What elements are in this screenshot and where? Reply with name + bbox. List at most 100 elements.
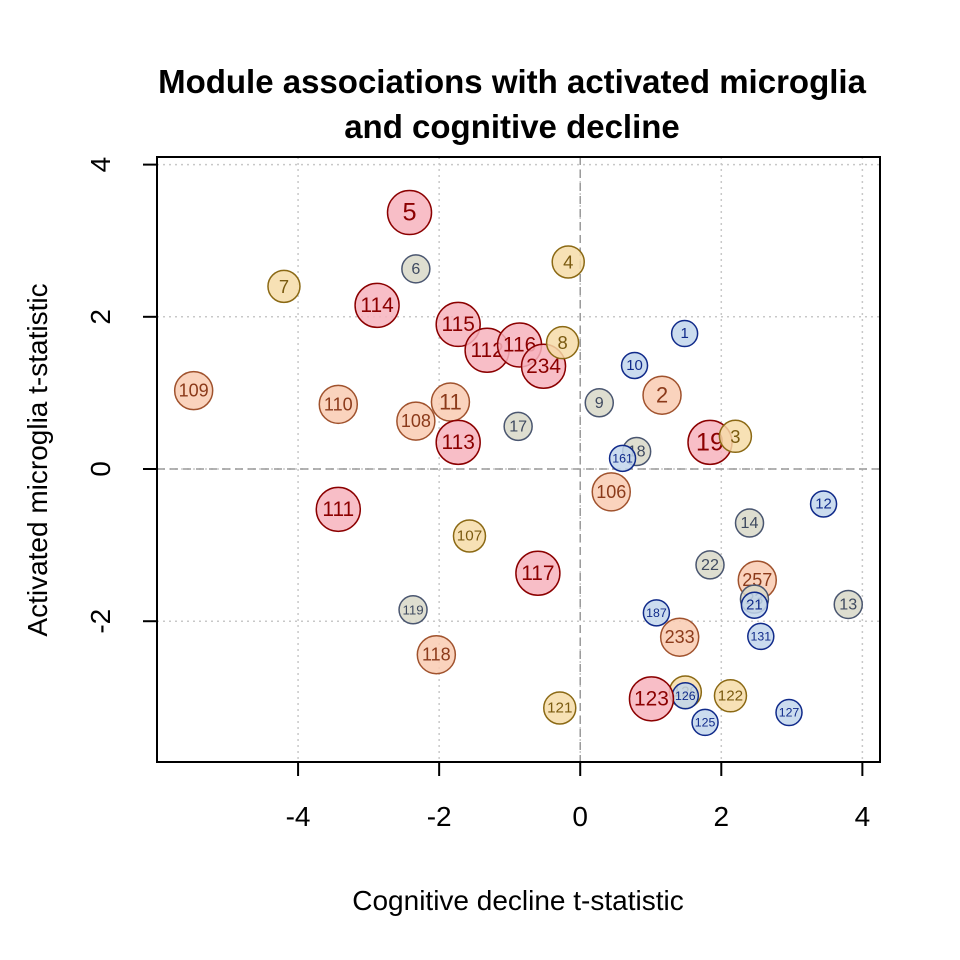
- point-label-7: 7: [279, 276, 289, 297]
- data-point-4: 4: [551, 245, 585, 279]
- point-label-3: 3: [730, 426, 740, 447]
- point-label-22: 22: [701, 556, 719, 574]
- point-label-121: 121: [547, 699, 572, 716]
- y-tick-label-1: 0: [85, 461, 116, 477]
- point-label-122: 122: [718, 687, 743, 704]
- point-label-17: 17: [509, 417, 527, 435]
- point-label-8: 8: [557, 332, 567, 353]
- point-marker-9: [584, 388, 615, 418]
- point-label-187: 187: [646, 606, 667, 620]
- point-marker-13: [833, 589, 864, 620]
- data-point-109: 109: [173, 370, 214, 411]
- point-label-5: 5: [402, 199, 416, 227]
- point-label-4: 4: [563, 252, 573, 273]
- point-marker-117: [515, 550, 561, 597]
- point-marker-4: [551, 245, 585, 279]
- data-point-5: 5: [386, 189, 433, 236]
- point-label-127: 127: [779, 706, 800, 720]
- data-point-117: 117: [515, 550, 561, 597]
- point-marker-109: [173, 370, 214, 411]
- point-marker-115: [435, 301, 481, 348]
- point-marker-123: [628, 676, 675, 722]
- y-tick-label-2: 2: [85, 309, 116, 325]
- point-label-13: 13: [839, 595, 857, 613]
- point-marker-7: [267, 269, 301, 304]
- point-marker-22: [695, 550, 725, 580]
- data-point-113: 113: [435, 419, 481, 466]
- data-point-14: 14: [734, 508, 765, 538]
- x-axis: -4 -2 0 2 4: [286, 761, 871, 832]
- data-point-126: 126: [671, 682, 700, 710]
- point-marker-114: [354, 282, 400, 329]
- point-marker-122: [713, 679, 748, 713]
- y-tick-label-0: -2: [85, 609, 116, 634]
- point-marker-2: [642, 375, 682, 415]
- data-point-119: 119: [398, 595, 428, 625]
- data-point-10: 10: [620, 351, 649, 380]
- point-label-114: 114: [360, 294, 393, 317]
- data-point-2: 2: [642, 375, 682, 415]
- data-point-12: 12: [809, 490, 838, 518]
- point-label-118: 118: [422, 645, 451, 665]
- data-point-131: 131: [747, 622, 775, 651]
- point-label-131: 131: [750, 629, 771, 643]
- data-point-22: 22: [695, 550, 725, 580]
- data-point-110: 110: [318, 384, 359, 425]
- chart-title-line-1: Module associations with activated micro…: [158, 63, 866, 100]
- point-marker-127: [775, 698, 803, 727]
- point-label-109: 109: [179, 381, 209, 401]
- data-point-3: 3: [718, 419, 753, 454]
- data-point-233: 233: [659, 617, 700, 657]
- data-point-123: 123: [628, 676, 675, 722]
- point-label-111: 111: [322, 498, 354, 521]
- x-tick-label-2: 0: [572, 801, 588, 832]
- data-point-114: 114: [354, 282, 400, 329]
- x-tick-label-0: -4: [286, 801, 311, 832]
- point-marker-110: [318, 384, 359, 425]
- y-axis: -2 0 2 4: [85, 157, 158, 634]
- data-point-108: 108: [396, 401, 436, 441]
- point-marker-118: [416, 634, 457, 675]
- point-marker-107: [452, 519, 487, 553]
- point-marker-111: [315, 486, 362, 533]
- data-point-115: 115: [435, 301, 481, 348]
- point-marker-8: [545, 325, 580, 360]
- data-point-1: 1: [670, 319, 699, 348]
- grid-lines: [157, 157, 880, 762]
- point-marker-10: [620, 351, 649, 380]
- reference-lines: [157, 157, 880, 762]
- data-point-7: 7: [267, 269, 301, 304]
- point-label-10: 10: [626, 357, 643, 374]
- data-point-9: 9: [584, 388, 615, 418]
- point-label-119: 119: [402, 602, 423, 617]
- data-point-17: 17: [503, 411, 533, 442]
- data-point-122: 122: [713, 679, 748, 713]
- point-label-110: 110: [324, 394, 353, 414]
- data-point-127: 127: [775, 698, 803, 727]
- data-point-125: 125: [691, 708, 719, 737]
- point-marker-113: [435, 419, 481, 466]
- point-marker-161: [608, 444, 637, 473]
- point-label-9: 9: [595, 394, 604, 412]
- point-marker-14: [734, 508, 765, 538]
- point-label-126: 126: [675, 689, 696, 703]
- point-label-115: 115: [442, 313, 475, 336]
- point-marker-233: [659, 617, 700, 657]
- point-marker-6: [401, 254, 431, 284]
- point-marker-125: [691, 708, 719, 737]
- y-axis-label: Activated microglia t-statistic: [22, 283, 53, 636]
- point-label-123: 123: [634, 687, 669, 710]
- x-tick-label-4: 4: [855, 801, 871, 832]
- y-tick-label-3: 4: [85, 157, 116, 173]
- point-marker-106: [591, 472, 632, 512]
- data-point-8: 8: [545, 325, 580, 360]
- point-label-107: 107: [457, 527, 482, 544]
- point-marker-21: [740, 591, 769, 619]
- x-tick-label-3: 2: [714, 801, 730, 832]
- point-marker-119: [398, 595, 428, 625]
- point-label-233: 233: [665, 627, 695, 647]
- point-label-257: 257: [742, 570, 772, 590]
- point-label-108: 108: [401, 411, 431, 431]
- point-marker-131: [747, 622, 775, 651]
